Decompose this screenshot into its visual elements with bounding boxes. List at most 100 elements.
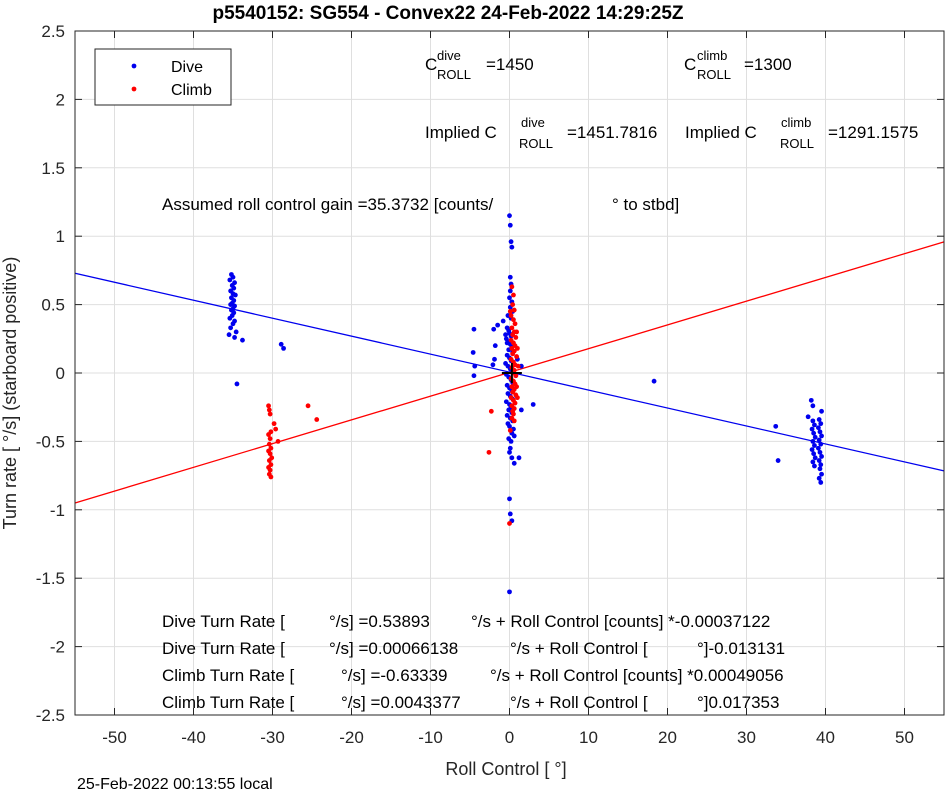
x-tick-label: -20 [339, 728, 364, 747]
eq1-part-c: °/s + Roll Control [counts] *-0.00037122 [471, 612, 770, 631]
c-dive-value: =1450 [486, 55, 534, 74]
dive-point [230, 321, 236, 327]
dive-point [507, 213, 512, 219]
dive-point [472, 363, 478, 369]
implied-dive-sub: ROLL [519, 136, 553, 151]
climb-point [266, 403, 271, 409]
dive-point [773, 423, 779, 429]
dive-point [507, 295, 512, 301]
dive-point [812, 455, 818, 461]
climb-point [512, 400, 518, 406]
dive-point [507, 423, 512, 429]
dive-point [507, 288, 513, 294]
eq4-part-b: °/s] =0.0043377 [341, 693, 461, 712]
climb-point [511, 292, 516, 298]
dive-point [507, 449, 512, 455]
climb-point [511, 317, 516, 323]
dive-point [812, 422, 817, 428]
eq4-part-a: Climb Turn Rate [ [162, 693, 295, 712]
dive-point [492, 343, 498, 349]
eq2-part-b: °/s] =0.00066138 [329, 639, 458, 658]
implied-climb-base: Implied C [685, 123, 757, 142]
dive-point [231, 285, 237, 291]
legend-climb-label: Climb [171, 82, 212, 99]
dive-point [233, 329, 239, 335]
x-tick-label: 40 [816, 728, 835, 747]
dive-point [518, 407, 524, 413]
dive-point [819, 454, 824, 459]
dive-point [809, 447, 815, 453]
climb-point [511, 418, 517, 424]
dive-point [495, 322, 501, 328]
dive-point [811, 430, 817, 436]
c-dive-sub: ROLL [437, 67, 471, 82]
dive-point [775, 458, 781, 463]
dive-point [511, 460, 517, 466]
implied-climb-sub: ROLL [780, 136, 814, 151]
dive-point [232, 292, 238, 298]
y-tick-label: -1 [50, 501, 65, 520]
x-tick-label: -30 [260, 728, 285, 747]
dive-point [503, 399, 509, 405]
dive-point [809, 426, 815, 432]
x-tick-label: 10 [579, 728, 598, 747]
implied-climb-sup: climb [781, 115, 811, 130]
implied-climb-value: =1291.1575 [828, 123, 918, 142]
dive-point [816, 417, 822, 422]
dive-point [507, 589, 512, 595]
x-axis-ticks: -50 -40 -30 -20 -10 0 10 20 30 40 50 [102, 31, 914, 747]
c-dive-base: C [425, 55, 437, 74]
dive-point [812, 434, 818, 440]
c-dive-sup: dive [437, 48, 461, 63]
x-tick-label: 0 [505, 728, 514, 747]
dive-point [507, 511, 513, 517]
dive-point [511, 433, 517, 439]
dive-point [818, 421, 824, 427]
dive-point [530, 402, 536, 407]
implied-dive-value: =1451.7816 [567, 123, 657, 142]
dive-point [227, 315, 233, 321]
climb-point [271, 421, 277, 427]
climb-point [515, 345, 520, 351]
dive-point [278, 341, 284, 347]
climb-point [275, 439, 281, 444]
implied-dive-base: Implied C [425, 123, 497, 142]
eq4-part-c: °/s + Roll Control [ [510, 693, 648, 712]
climb-point [266, 441, 272, 447]
climb-point [268, 474, 274, 480]
dive-point [810, 403, 816, 409]
y-tick-label: -2.5 [36, 706, 65, 725]
climb-point [507, 428, 513, 433]
dive-point [816, 458, 822, 463]
dive-point [506, 407, 512, 413]
y-tick-label: -0.5 [36, 432, 65, 451]
climb-point [511, 411, 516, 417]
eq2-part-d: °]-0.013131 [697, 639, 785, 658]
dive-point [812, 463, 817, 469]
x-tick-label: 50 [895, 728, 914, 747]
dive-point [507, 274, 513, 280]
dive-point [819, 408, 824, 414]
fit-equations: Dive Turn Rate [ °/s] =0.53893 °/s + Rol… [162, 612, 785, 712]
climb-point [305, 403, 311, 409]
dive-point [503, 332, 508, 338]
dive-point [818, 462, 824, 468]
dive-point [818, 480, 824, 485]
climb-point [515, 395, 520, 401]
dive-point [516, 455, 522, 461]
dive-point [817, 429, 823, 435]
dive-point [232, 335, 237, 340]
dive-point [810, 439, 816, 444]
climb-point [267, 451, 273, 457]
dive-point [509, 455, 515, 461]
climb-point [510, 332, 516, 338]
climb-point [515, 363, 521, 369]
eq2-part-a: Dive Turn Rate [ [162, 639, 285, 658]
dive-point [815, 425, 821, 431]
eq4-part-d: °]0.017353 [697, 693, 779, 712]
legend-dive-marker [131, 63, 137, 69]
eq3-part-c: °/s + Roll Control [counts] *0.00049056 [490, 666, 784, 685]
dive-point [817, 449, 823, 455]
dive-point [819, 433, 824, 439]
